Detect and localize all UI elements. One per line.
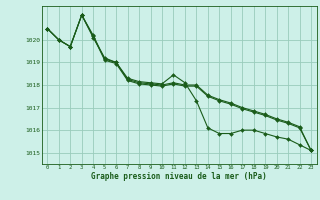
X-axis label: Graphe pression niveau de la mer (hPa): Graphe pression niveau de la mer (hPa) bbox=[91, 172, 267, 181]
